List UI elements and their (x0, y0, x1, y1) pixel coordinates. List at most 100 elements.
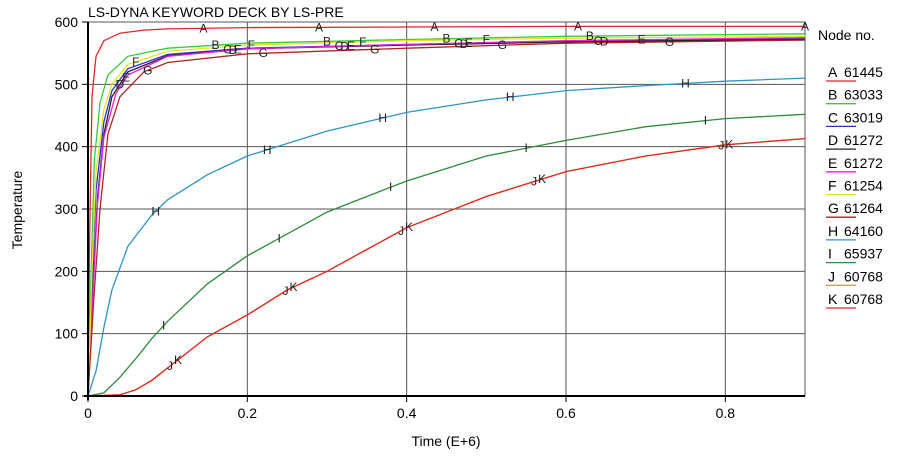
legend-marker: D (828, 132, 838, 148)
series-marker-k: K (538, 172, 546, 186)
legend-label: 61264 (844, 200, 883, 216)
series-marker-g: G (370, 42, 379, 56)
series-line-a (87, 25, 805, 397)
legend-label: 60768 (844, 268, 883, 284)
axes (82, 21, 805, 402)
series-line-f (87, 35, 806, 397)
series-marker-a: A (315, 20, 323, 34)
x-tick-label: 0 (84, 405, 92, 421)
series-marker-a: A (574, 19, 582, 33)
series-marker-i: I (162, 319, 165, 333)
series-marker-b: B (211, 38, 219, 52)
series-line-b (87, 33, 806, 397)
legend-label: 63019 (844, 109, 883, 125)
series-marker-h: H (681, 76, 690, 90)
legend-label: 60768 (844, 291, 883, 307)
series-marker-d: D (460, 37, 469, 51)
series-marker-f: F (483, 32, 490, 46)
series-marker-e: E (234, 43, 242, 57)
series-markers: A A A A AB B B BC C C CDD D D DEE E E EFF F FGG G G GHHHHHIII… (116, 19, 809, 373)
series-line-e (87, 36, 806, 397)
tick-labels: 0 100 200 300 400 500 600 0 0.2 0.4 0.6 0.8 (55, 14, 736, 421)
series-marker-g: G (498, 38, 507, 52)
legend-marker: H (828, 223, 838, 239)
x-axis-label: Time (E+6) (411, 433, 480, 449)
series-marker-j: J (718, 138, 724, 152)
series-marker-k: K (405, 220, 413, 234)
legend-marker: B (828, 87, 837, 103)
x-tick-label: 0.8 (716, 405, 736, 421)
series-marker-j: J (283, 284, 289, 298)
legend-marker: K (828, 291, 838, 307)
series-line-g (87, 39, 806, 397)
y-tick-label: 400 (55, 139, 79, 155)
series-marker-h: H (378, 111, 387, 125)
series-marker-g: G (143, 63, 152, 77)
series-marker-b: B (442, 32, 450, 46)
series-marker-a: A (200, 21, 208, 35)
legend-marker: G (828, 200, 839, 216)
series-marker-d: D (600, 35, 609, 49)
series-marker-a: A (801, 19, 809, 33)
legend-label: 61254 (844, 178, 883, 194)
legend-marker: C (828, 109, 838, 125)
y-tick-label: 600 (55, 14, 79, 30)
x-tick-label: 0.4 (397, 405, 417, 421)
series-marker-h: H (151, 204, 160, 218)
series-marker-k: K (290, 280, 298, 294)
chart-title: LS-DYNA KEYWORD DECK BY LS-PRE (88, 4, 344, 20)
series-line-h (87, 77, 806, 397)
legend-label: 61272 (844, 155, 883, 171)
series-marker-d: D (340, 40, 349, 54)
series-marker-i: I (524, 141, 527, 155)
legend-marker: F (828, 178, 837, 194)
series-marker-d: D (229, 43, 238, 57)
series-marker-g: G (259, 46, 268, 60)
series-marker-e: E (122, 70, 130, 84)
series-marker-i: I (389, 180, 392, 194)
series-marker-g: G (665, 35, 674, 49)
series-marker-b: B (586, 29, 594, 43)
legend-label: 61272 (844, 132, 883, 148)
legend-label: 63033 (844, 87, 883, 103)
legend-label: 64160 (844, 223, 883, 239)
series-marker-c: C (594, 34, 603, 48)
legend-marker: J (828, 268, 835, 284)
series-marker-i: I (278, 231, 281, 245)
legend: Node no. A 61445 B 63033 C 63019 D 61272 E 61272 F… (818, 27, 883, 309)
series-lines (87, 25, 806, 397)
series-marker-j: J (398, 224, 404, 238)
series-line-k (87, 137, 806, 397)
series-marker-k: K (174, 353, 182, 367)
series-marker-i: I (704, 114, 707, 128)
series-marker-c: C (454, 36, 463, 50)
series-marker-c: C (335, 39, 344, 53)
grid (87, 21, 806, 397)
series-marker-h: H (263, 143, 272, 157)
series-marker-j: J (167, 359, 173, 373)
series-line-i (87, 113, 806, 397)
legend-marker: A (828, 64, 838, 80)
series-marker-f: F (248, 38, 255, 52)
y-tick-label: 100 (55, 326, 79, 342)
series-marker-d: D (116, 77, 125, 91)
series-marker-f: F (132, 55, 139, 69)
x-tick-label: 0.2 (238, 405, 258, 421)
legend-title: Node no. (818, 27, 875, 43)
y-tick-label: 200 (55, 263, 79, 279)
series-marker-b: B (323, 34, 331, 48)
series-marker-c: C (223, 43, 232, 57)
y-tick-label: 500 (55, 76, 79, 92)
series-marker-f: F (359, 35, 366, 49)
series-marker-h: H (506, 90, 515, 104)
y-tick-label: 300 (55, 201, 79, 217)
x-tick-label: 0.6 (556, 405, 576, 421)
series-marker-k: K (725, 137, 733, 151)
y-tick-label: 0 (70, 388, 78, 404)
legend-marker: E (828, 155, 837, 171)
series-marker-a: A (431, 20, 439, 34)
series-marker-e: E (465, 36, 473, 50)
legend-marker: I (828, 246, 832, 262)
